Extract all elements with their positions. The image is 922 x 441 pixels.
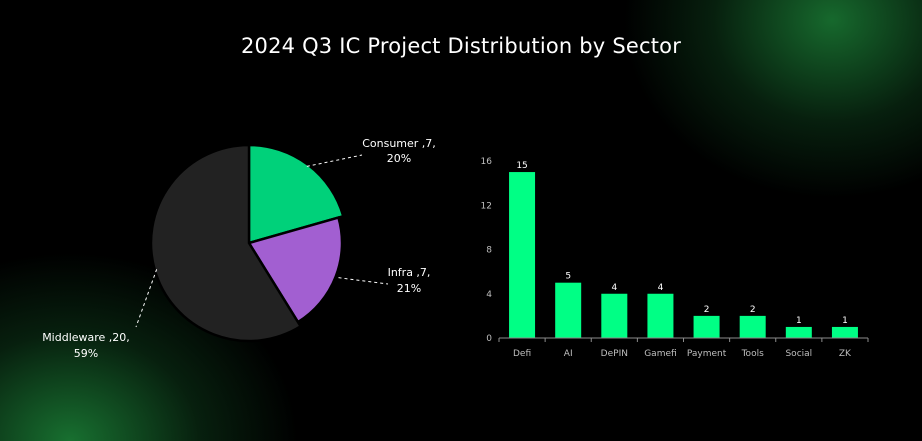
pie-leader-line-middleware bbox=[135, 269, 158, 328]
bar-value-label: 2 bbox=[750, 305, 756, 315]
pie-label-consumer: Consumer ,7, bbox=[362, 137, 436, 150]
pie-leader-line-consumer bbox=[306, 154, 363, 167]
pie-percent-infra: 21% bbox=[397, 282, 421, 295]
bar-tools bbox=[739, 315, 766, 338]
pie-label-middleware: Middleware ,20, bbox=[42, 331, 130, 344]
bar-chart: 0 4 8 12 16 15 Defi 5 AI 4 DePIN 4 Gamefi 2 Payment 2 To… bbox=[481, 157, 869, 359]
bar-social bbox=[785, 326, 812, 338]
bar-defi bbox=[509, 172, 536, 338]
bar-depin bbox=[601, 293, 628, 338]
bar-gamefi bbox=[647, 293, 674, 338]
pie-slice-infra bbox=[247, 216, 344, 324]
bar-value-label: 15 bbox=[516, 161, 527, 171]
bar-value-label: 2 bbox=[704, 305, 710, 315]
bar-zk bbox=[831, 326, 858, 338]
y-tick-label: 0 bbox=[486, 334, 492, 344]
bar-ai bbox=[555, 282, 582, 338]
pie-slice-middleware bbox=[149, 143, 303, 343]
pie-chart: Consumer ,7, 20% Infra ,7, 21% Middleware ,2… bbox=[42, 137, 436, 360]
chart-title: 2024 Q3 IC Project Distribution by Secto… bbox=[240, 34, 682, 58]
x-tick-label-gamefi: Gamefi bbox=[644, 349, 676, 359]
x-tick-label-payment: Payment bbox=[687, 349, 727, 359]
pie-leader-line-infra bbox=[338, 277, 389, 285]
pie-percent-consumer: 20% bbox=[387, 152, 411, 165]
y-tick-label: 8 bbox=[486, 246, 492, 256]
y-tick-label: 12 bbox=[481, 201, 492, 211]
pie-percent-middleware: 59% bbox=[74, 347, 98, 360]
x-tick-label-ai: AI bbox=[564, 349, 573, 359]
pie-slice-consumer bbox=[247, 143, 345, 245]
bar-payment bbox=[693, 315, 720, 338]
bar-value-label: 1 bbox=[796, 316, 802, 326]
y-tick-label: 16 bbox=[481, 157, 493, 167]
bar-value-label: 4 bbox=[658, 283, 664, 293]
pie-label-infra: Infra ,7, bbox=[388, 266, 431, 279]
x-tick-label-depin: DePIN bbox=[601, 349, 628, 359]
x-tick-label-zk: ZK bbox=[839, 349, 852, 359]
x-tick-label-tools: Tools bbox=[741, 349, 764, 359]
x-tick-label-social: Social bbox=[785, 349, 812, 359]
bar-value-label: 4 bbox=[611, 283, 617, 293]
bar-value-label: 1 bbox=[842, 316, 848, 326]
y-tick-label: 4 bbox=[486, 290, 492, 300]
x-tick-label-defi: Defi bbox=[513, 349, 531, 359]
bar-value-label: 5 bbox=[565, 272, 571, 282]
